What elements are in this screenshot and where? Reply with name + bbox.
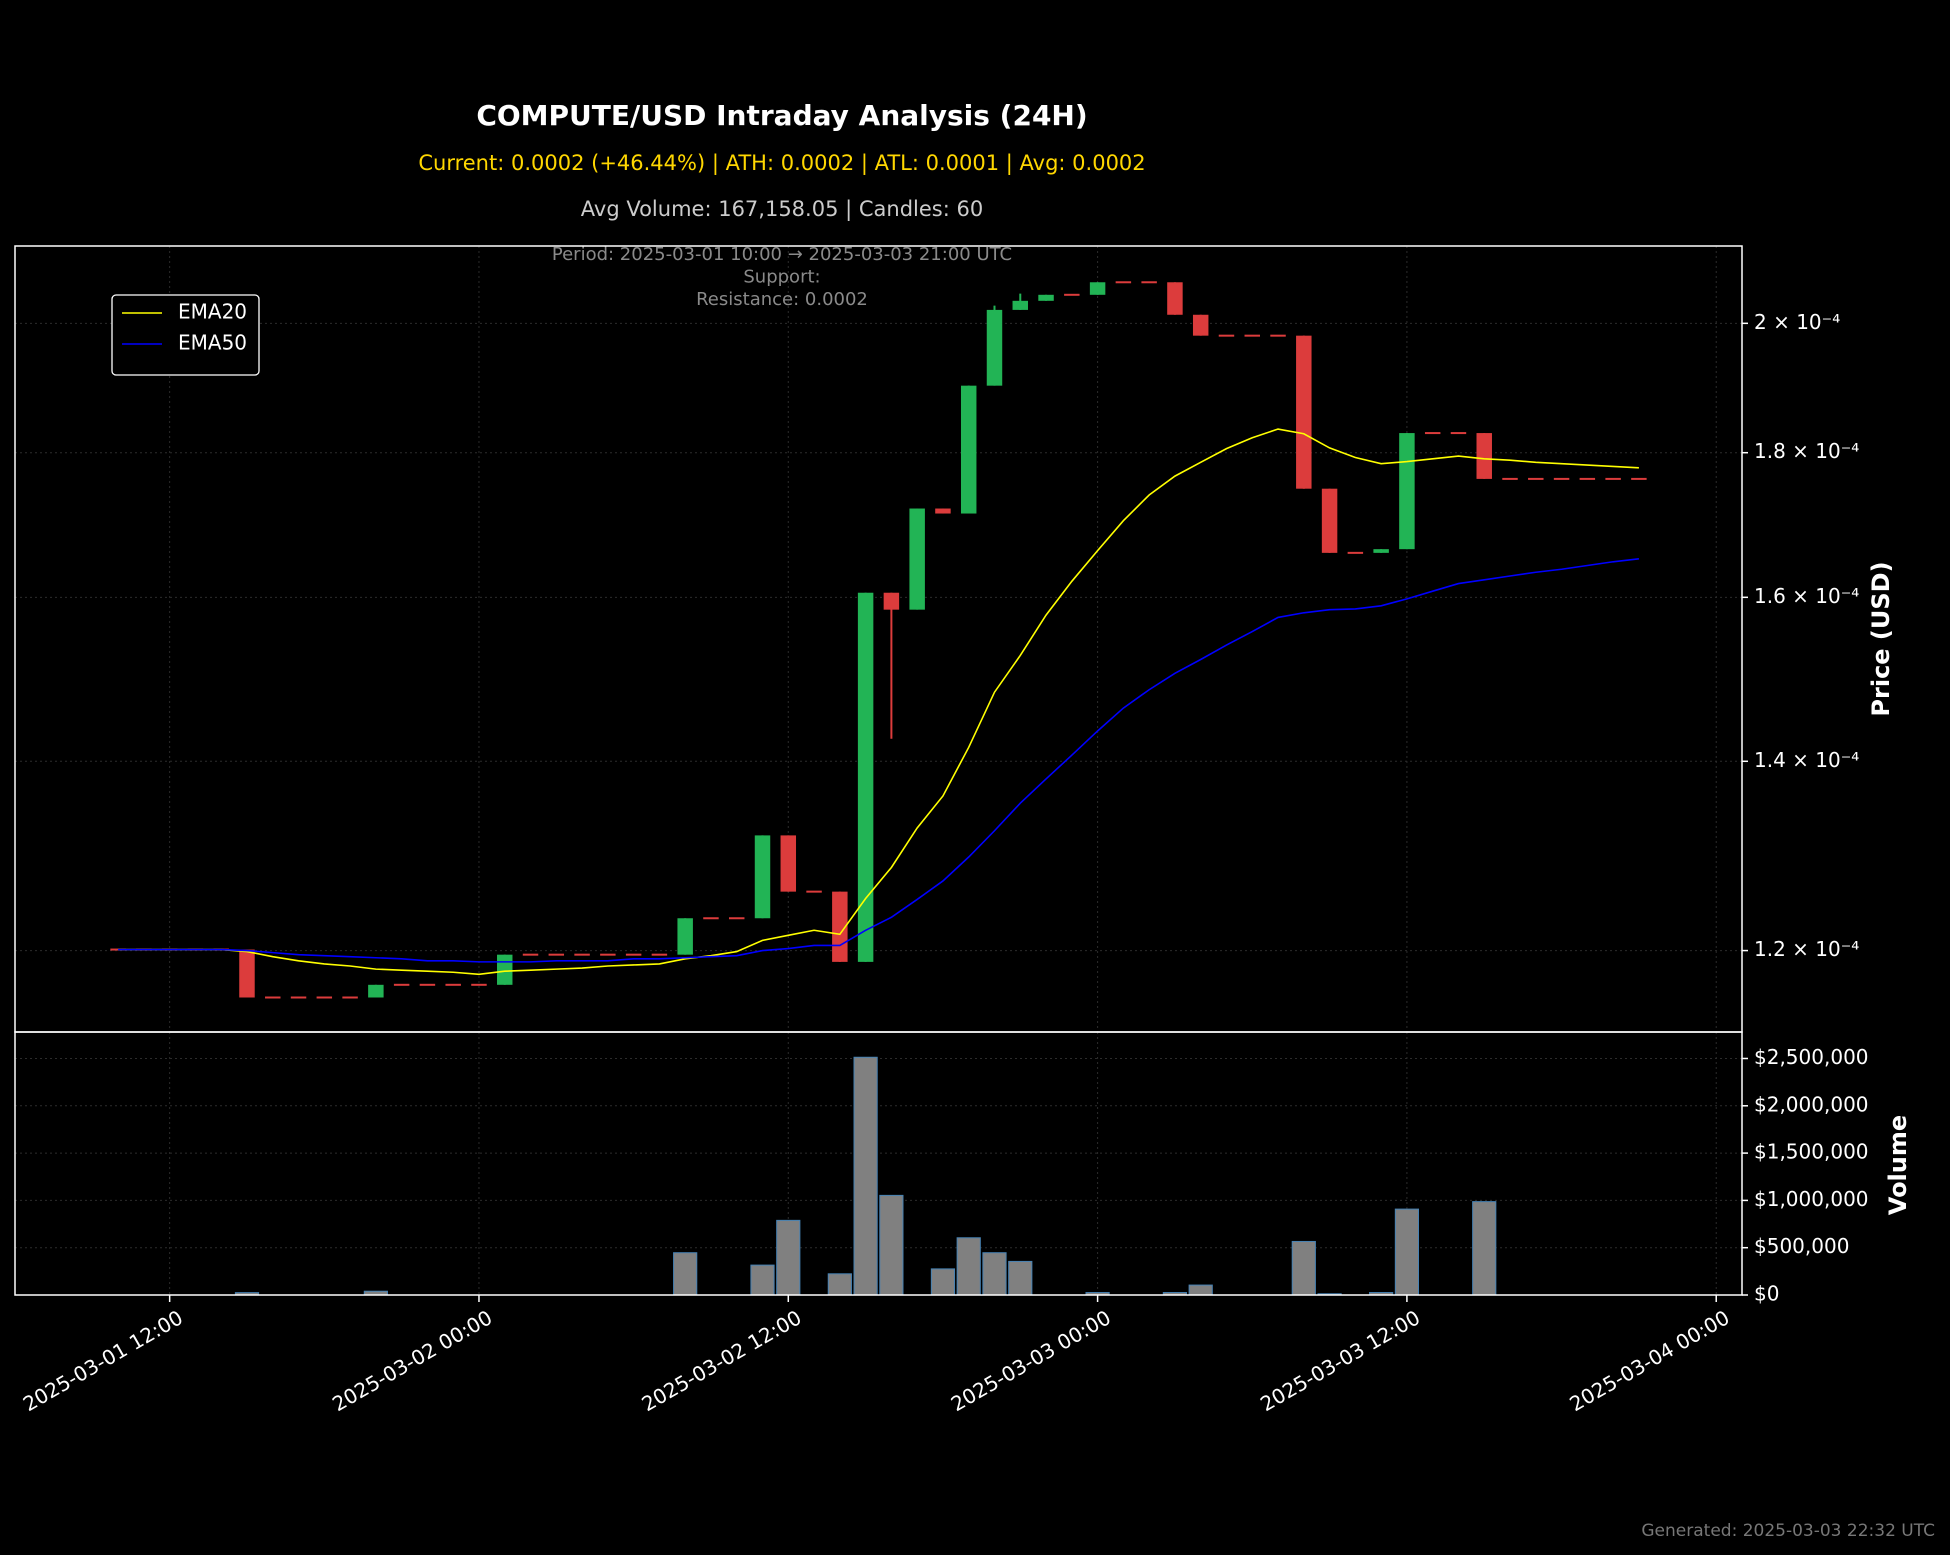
candle-body [754, 835, 771, 919]
volume-bar [1008, 1260, 1033, 1296]
candle-body [1321, 488, 1338, 553]
y-axis-label: Price (USD) [1867, 561, 1895, 716]
candle-body [497, 954, 513, 985]
ema-line [118, 428, 1639, 976]
chart-subtitle: Current: 0.0002 (+46.44%) | ATH: 0.0002 … [418, 151, 1145, 176]
y-tick-label: $0 [1754, 1282, 1779, 1306]
candle-body [883, 592, 900, 610]
candle-body [780, 835, 797, 892]
volume-bar [982, 1252, 1007, 1296]
x-tick-label: 2025-03-02 00:00 [328, 1305, 496, 1416]
volume-bar [673, 1252, 698, 1296]
y-tick-label: $2,000,000 [1754, 1092, 1869, 1116]
candle-body [832, 891, 848, 962]
candle-body [1399, 433, 1415, 550]
candle-body [1012, 300, 1029, 310]
candle-body [1476, 433, 1492, 479]
candle-body [986, 309, 1003, 386]
annotation: Resistance: 0.0002 [696, 289, 868, 310]
y-tick-label: 1.6 × 10⁻⁴ [1754, 584, 1859, 608]
y-tick-label: $2,500,000 [1754, 1045, 1869, 1069]
candle-body [239, 949, 255, 998]
price-panel-frame [14, 245, 1743, 1033]
legend-frame [111, 294, 260, 376]
x-tick-label: 2025-03-02 12:00 [637, 1305, 805, 1416]
volume-bar [853, 1056, 878, 1296]
ema-line [118, 558, 1639, 963]
volume-bar [750, 1264, 775, 1296]
candle-body [1296, 335, 1312, 489]
candle-body [1192, 314, 1209, 336]
volume-bar [776, 1219, 801, 1296]
chart-subtitle-2: Avg Volume: 167,158.05 | Candles: 60 [581, 197, 983, 222]
volume-bar [1394, 1208, 1420, 1296]
y-tick-label: 1.2 × 10⁻⁴ [1754, 937, 1859, 961]
candle-body [677, 918, 693, 955]
y-axis-label: Volume [1884, 1115, 1912, 1215]
candle-body [935, 508, 951, 514]
chart-title: COMPUTE/USD Intraday Analysis (24H) [476, 99, 1087, 132]
x-tick-label: 2025-03-01 12:00 [19, 1305, 187, 1416]
annotation: Support: [743, 267, 820, 288]
legend-label: EMA20 [178, 300, 247, 324]
y-tick-label: 2 × 10⁻⁴ [1754, 310, 1840, 334]
y-tick-label: 1.8 × 10⁻⁴ [1754, 439, 1859, 463]
volume-panel-frame [14, 1031, 1743, 1296]
x-tick-label: 2025-03-03 00:00 [947, 1305, 1115, 1416]
volume-bar [1291, 1240, 1316, 1296]
volume-bar [879, 1194, 904, 1296]
y-tick-label: $1,500,000 [1754, 1140, 1869, 1164]
volume-bar [1188, 1284, 1213, 1296]
y-tick-label: $500,000 [1754, 1234, 1849, 1258]
legend-label: EMA50 [178, 331, 247, 355]
footer: Generated: 2025-03-03 22:32 UTC [1641, 1521, 1935, 1541]
candle-body [857, 592, 874, 962]
candle-body [1373, 549, 1389, 553]
y-tick-label: 1.4 × 10⁻⁴ [1754, 748, 1859, 772]
candle-body [1167, 282, 1183, 315]
x-tick-label: 2025-03-04 00:00 [1565, 1305, 1733, 1416]
volume-bar [827, 1273, 852, 1296]
candle-body [960, 385, 977, 514]
volume-bar [1472, 1201, 1497, 1296]
annotation: Period: 2025-03-01 10:00 → 2025-03-03 21… [552, 244, 1012, 265]
x-tick-label: 2025-03-03 12:00 [1256, 1305, 1424, 1416]
volume-bar [930, 1268, 956, 1296]
candle-body [1038, 294, 1054, 301]
candle-body [1089, 282, 1106, 295]
y-tick-label: $1,000,000 [1754, 1187, 1869, 1211]
volume-bar [956, 1237, 981, 1296]
candle-body [368, 984, 384, 998]
candle-body [909, 508, 925, 610]
